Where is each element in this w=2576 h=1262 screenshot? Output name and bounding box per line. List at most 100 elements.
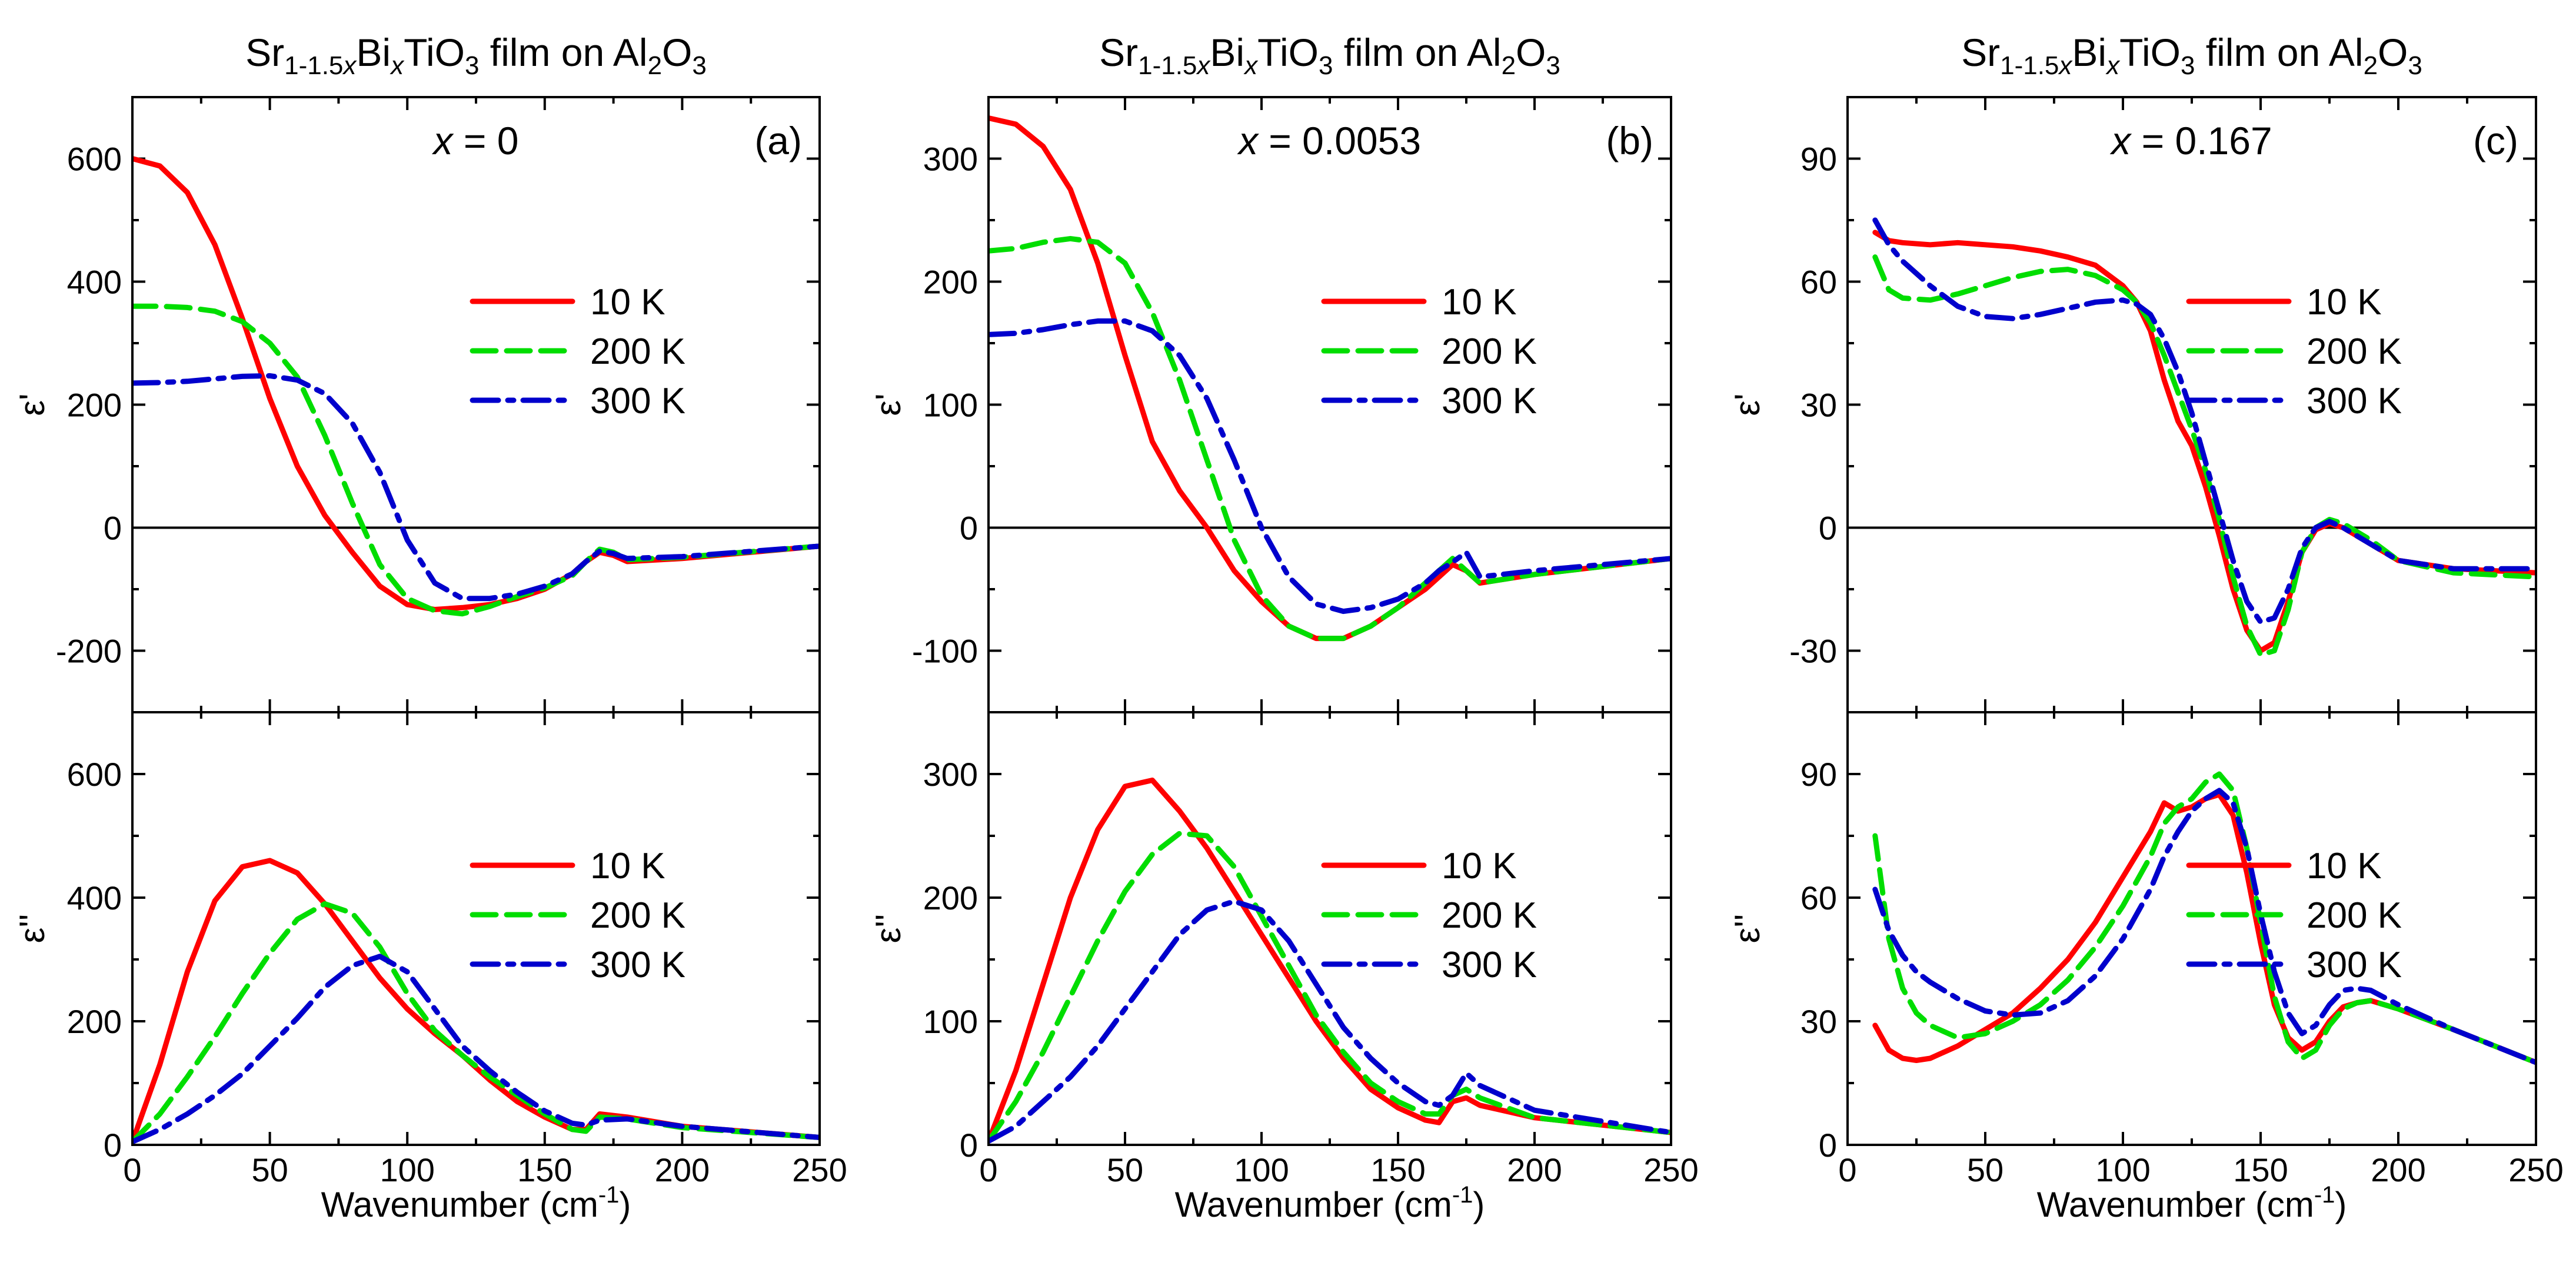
legend-label: 10 K: [590, 846, 665, 886]
panel-title: Sr1-1.5xBixTiO3 film on Al2O3: [245, 31, 707, 80]
annotation-var: x: [1237, 119, 1259, 162]
y-tick-label: 200: [67, 387, 122, 424]
x-tick-label: 50: [251, 1151, 288, 1188]
x-tick-label: 250: [792, 1151, 847, 1188]
legend: 10 K 200 K 300 K: [2186, 846, 2402, 985]
title-sub: 3: [465, 51, 479, 80]
legend-label: 200 K: [2307, 331, 2402, 372]
panel-label: (a): [754, 119, 802, 162]
x-tick-label: 50: [1967, 1151, 2003, 1188]
title-part: Sr: [1961, 31, 2000, 74]
annotation: x = 0: [432, 119, 519, 162]
x-axis-label: Wavenumber (cm-1): [321, 1182, 631, 1224]
annotation: x = 0.0053: [1237, 119, 1421, 162]
y-tick-label: -30: [1789, 633, 1837, 670]
y-tick-label: 0: [104, 1127, 122, 1164]
y-axis-label: ε': [1728, 393, 1767, 416]
legend-label: 300 K: [590, 381, 685, 421]
x-tick-label: 150: [517, 1151, 572, 1188]
x-tick-label: 0: [123, 1151, 141, 1188]
legend: 10 K 200 K 300 K: [2186, 282, 2402, 421]
legend-label: 10 K: [2307, 282, 2382, 323]
y-tick-label: 100: [923, 1003, 978, 1040]
x-tick-label: 100: [2095, 1151, 2150, 1188]
legend-label: 10 K: [1442, 282, 1517, 323]
x-tick-label: 100: [380, 1151, 434, 1188]
legend: 10 K 200 K 300 K: [470, 282, 685, 421]
y-tick-label: -200: [56, 633, 122, 670]
y-tick-label: -100: [912, 633, 978, 670]
title-part: film on Al: [479, 31, 647, 74]
title-sub: 3: [2181, 51, 2195, 80]
series-line-10k: [1872, 230, 2536, 653]
title-sub: x: [342, 51, 357, 80]
title-part: O: [662, 31, 692, 74]
xlabel-text: Wavenumber (cm: [1175, 1185, 1452, 1224]
plot-frame: [987, 96, 1672, 713]
series-group: [1872, 217, 2536, 657]
panel-c: Sr1-1.5xBixTiO3 film on Al2O3-300306090ε…: [1728, 31, 2564, 1224]
series-line-10k: [989, 778, 1671, 1144]
title-part: film on Al: [2195, 31, 2363, 74]
title-part: TiO: [2119, 31, 2181, 74]
title-sub: 3: [1319, 51, 1333, 80]
y-tick-label: 0: [1819, 1127, 1837, 1164]
x-tick-label: 0: [1838, 1151, 1856, 1188]
title-part: Bi: [2072, 31, 2106, 74]
xlabel-text: Wavenumber (cm: [321, 1185, 598, 1224]
top-plot: -100 0 100 200 300 ε' 10 K 200 K 300 K: [868, 96, 1672, 713]
plot-frame: [131, 711, 821, 1146]
title-part: film on Al: [1333, 31, 1501, 74]
title-sub: x: [2058, 51, 2073, 80]
legend: 10 K 200 K 300 K: [1321, 846, 1537, 985]
y-axis-label: ε': [12, 393, 52, 416]
title-part: Bi: [1210, 31, 1244, 74]
legend: 10 K 200 K 300 K: [1321, 282, 1537, 421]
y-tick-label: 0: [960, 1127, 978, 1164]
y-tick-label: 0: [1819, 510, 1837, 547]
title-sub: 3: [692, 51, 706, 80]
title-part: Sr: [245, 31, 284, 74]
y-tick-label: 200: [923, 879, 978, 916]
y-axis-label: ε'': [1728, 914, 1767, 944]
title-sub: 1-1.5: [2000, 51, 2059, 80]
x-tick-label: 0: [979, 1151, 997, 1188]
x-axis-label: Wavenumber (cm-1): [1175, 1182, 1485, 1224]
title-sub: 1-1.5: [1138, 51, 1197, 80]
y-tick-label: 30: [1800, 1003, 1837, 1040]
annotation-value: = 0.167: [2131, 119, 2272, 162]
y-axis-label: ε'': [868, 914, 908, 944]
y-tick-label: 100: [923, 387, 978, 424]
y-tick-label: 400: [67, 264, 122, 301]
annotation-var: x: [2109, 119, 2132, 162]
plot-frame: [987, 711, 1672, 1146]
title-sub: x: [390, 51, 405, 80]
title-sub: x: [2105, 51, 2121, 80]
title-part: O: [1516, 31, 1546, 74]
x-tick-label: 200: [1507, 1151, 1562, 1188]
title-part: TiO: [1257, 31, 1319, 74]
y-tick-label: 300: [923, 756, 978, 793]
panel-b: Sr1-1.5xBixTiO3 film on Al2O3-1000100200…: [868, 31, 1699, 1224]
plot-frame: [1846, 711, 2537, 1146]
x-axis-label: Wavenumber (cm-1): [2037, 1182, 2347, 1224]
y-tick-label: 200: [67, 1003, 122, 1040]
series-line-300k: [1872, 788, 2536, 1065]
xlabel-text: Wavenumber (cm: [2037, 1185, 2314, 1224]
top-plot: -200 0 200 400 600 ε' 10 K 200 K 300 K: [12, 96, 821, 713]
x-tick-label: 150: [1370, 1151, 1425, 1188]
x-tick-label: 200: [655, 1151, 710, 1188]
legend-label: 200 K: [1442, 331, 1537, 372]
legend-label: 200 K: [2307, 895, 2402, 936]
legend: 10 K 200 K 300 K: [470, 846, 685, 985]
series-group: [989, 778, 1671, 1144]
title-sub: 3: [2408, 51, 2422, 80]
series-line-200k: [132, 901, 820, 1145]
series-group: [989, 115, 1671, 642]
series-line-300k: [989, 318, 1671, 615]
y-tick-label: 600: [67, 141, 122, 178]
y-tick-label: 90: [1800, 756, 1837, 793]
series-line-10k: [132, 156, 820, 612]
annotation-value: = 0.0053: [1258, 119, 1421, 162]
legend-label: 300 K: [590, 945, 685, 985]
